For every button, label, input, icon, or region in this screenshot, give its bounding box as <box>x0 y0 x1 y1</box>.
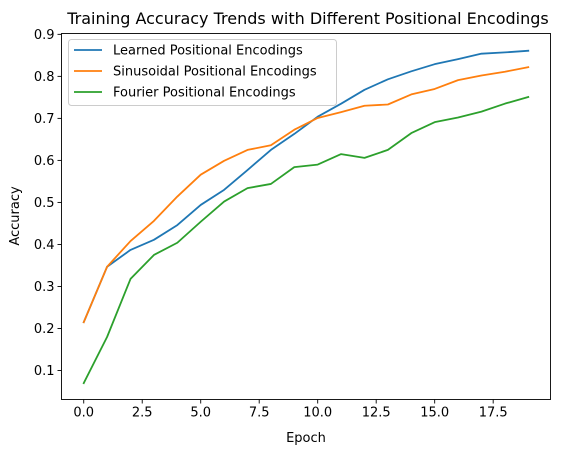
series-lines <box>82 49 530 385</box>
x-tick-label: 0.0 <box>73 406 94 421</box>
legend-box <box>68 39 337 106</box>
y-tick-label: 0.9 <box>34 28 55 43</box>
series-line-1 <box>82 66 530 324</box>
x-tick-label: 5.0 <box>190 406 211 421</box>
legend-label-2: Fourier Positional Encodings <box>113 86 296 101</box>
legend-label-0: Learned Positional Encodings <box>113 44 303 59</box>
x-tick-label: 17.5 <box>479 406 508 421</box>
x-tick-label: 7.5 <box>249 406 270 421</box>
x-tick-label: 12.5 <box>362 406 391 421</box>
axes <box>61 33 551 400</box>
y-tick-label: 0.2 <box>34 322 55 337</box>
x-tick-label: 10.0 <box>303 406 332 421</box>
y-tick-label: 0.6 <box>34 154 55 169</box>
series-line-2 <box>82 95 530 385</box>
y-tick-label: 0.3 <box>34 280 55 295</box>
x-axis-label: Epoch <box>286 431 326 446</box>
axes-frame <box>61 33 551 400</box>
y-axis-ticks: 0.1 0.2 0.3 0.4 0.5 0.6 0.7 0.8 0.9 <box>34 28 62 379</box>
x-tick-label: 15.0 <box>420 406 449 421</box>
x-axis-ticks: 0.0 2.5 5.0 7.5 10.0 12.5 15.0 17.5 <box>73 399 508 421</box>
y-tick-label: 0.5 <box>34 196 55 211</box>
y-axis-label: Accuracy <box>8 186 23 246</box>
legend: Learned Positional Encodings Sinusoidal P… <box>68 39 337 106</box>
y-tick-label: 0.8 <box>34 70 55 85</box>
chart-title: Training Accuracy Trends with Different … <box>66 9 549 28</box>
y-tick-label: 0.7 <box>34 112 55 127</box>
legend-label-1: Sinusoidal Positional Encodings <box>113 65 317 80</box>
series-line-0 <box>82 49 530 324</box>
y-tick-label: 0.1 <box>34 364 55 379</box>
y-tick-label: 0.4 <box>34 238 55 253</box>
x-tick-label: 2.5 <box>132 406 153 421</box>
